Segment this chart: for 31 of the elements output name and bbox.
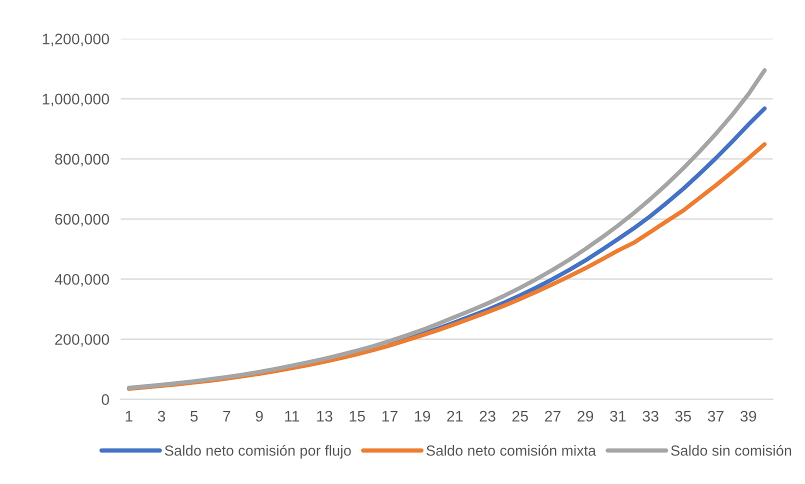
x-tick-label: 5: [190, 410, 198, 422]
x-tick-label: 15: [350, 410, 365, 422]
x-tick-label: 17: [382, 410, 398, 422]
x-tick-label: 35: [675, 410, 691, 422]
x-tick-label: 7: [223, 410, 230, 422]
x-tick-label: 29: [578, 410, 594, 422]
x-tick-label: 21: [447, 410, 463, 422]
x-tick-label: 25: [512, 410, 528, 422]
y-tick-label: 1,200,000: [42, 34, 110, 46]
legend-label: Saldo sin comisión: [671, 444, 792, 456]
y-tick-label: 800,000: [55, 154, 110, 166]
x-tick-label: 37: [708, 410, 724, 422]
x-tick-label: 9: [256, 410, 263, 422]
x-tick-label: 19: [414, 410, 430, 422]
x-tick-label: 11: [285, 410, 300, 422]
y-tick-label: 1,000,000: [42, 94, 110, 106]
x-tick-label: 1: [126, 410, 132, 422]
x-tick-label: 13: [317, 410, 332, 422]
y-tick-label: 0: [102, 394, 110, 405]
x-tick-label: 23: [480, 410, 496, 422]
x-tick-label: 3: [158, 410, 166, 422]
x-tick-label: 31: [610, 410, 626, 422]
legend-label: Saldo neto comisión mixta: [426, 444, 596, 456]
legend-label: Saldo neto comisión por flujo: [164, 444, 351, 459]
y-tick-label: 400,000: [54, 274, 110, 287]
y-tick-label: 600,000: [55, 214, 110, 226]
y-tick-label: 200,000: [55, 334, 110, 347]
x-tick-label: 39: [740, 410, 756, 422]
line-series: [126, 68, 767, 390]
x-tick-label: 33: [642, 410, 658, 422]
x-tick-label: 27: [545, 410, 560, 422]
